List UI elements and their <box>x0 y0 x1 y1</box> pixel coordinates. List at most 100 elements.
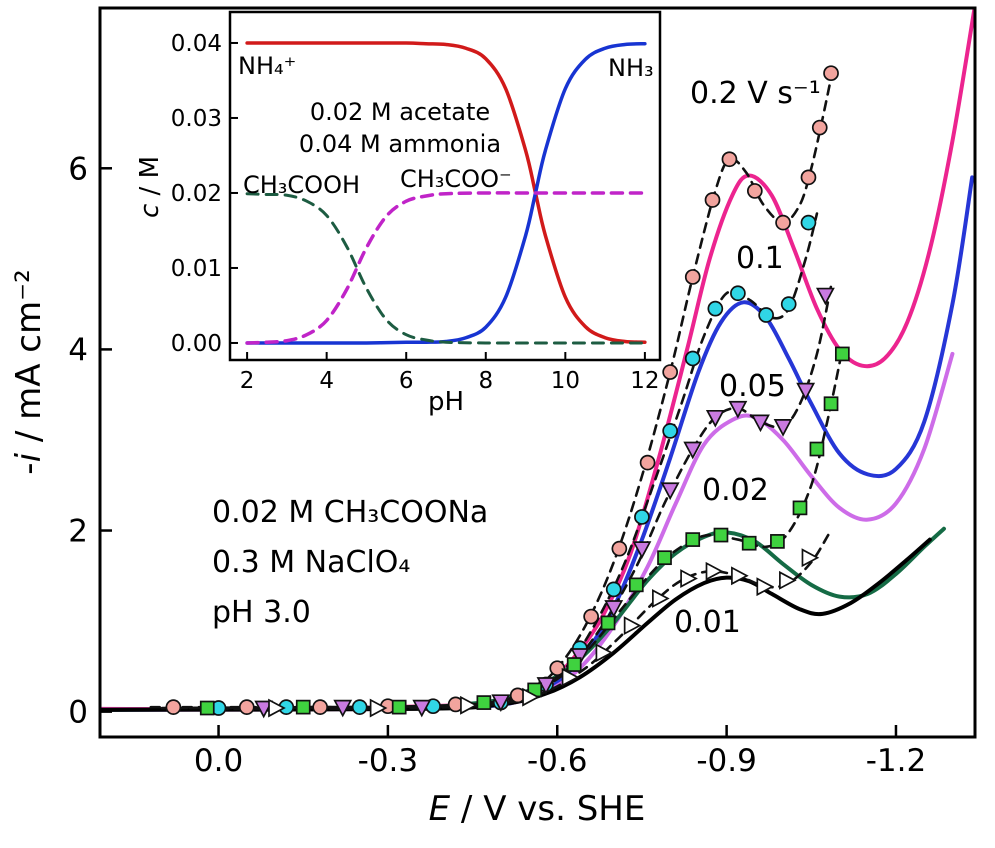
marker-triangle-right-exp-0-01Vs <box>705 561 724 581</box>
inset-y-tick-label: 0.00 <box>171 331 222 357</box>
main-x-tick-label: 0.0 <box>194 743 243 779</box>
marker-triangle-down-exp-0-05Vs <box>815 287 835 306</box>
main-y-tick-label: 2 <box>68 514 88 550</box>
marker-triangle-down-exp-0-05Vs <box>333 699 353 718</box>
main-tick-marks <box>100 167 898 737</box>
inset-y-axis-label-symbol: c <box>135 204 165 218</box>
marker-square-exp-0-02Vs <box>199 700 215 716</box>
marker-triangle-down-exp-0-05Vs <box>796 382 816 401</box>
acetate-conc-label: 0.02 M acetate <box>310 98 490 126</box>
main-tick-labels: 0.0 -0.3 -0.6 -0.9 -1.2 0 2 4 6 <box>68 151 926 779</box>
marker-circle-exp-0-2Vs <box>312 699 329 715</box>
main-y-tick-label: 0 <box>68 695 88 731</box>
marker-circle-exp-0-1Vs <box>780 296 797 312</box>
marker-circle-exp-0-2Vs <box>775 214 791 231</box>
marker-circle-exp-0-2Vs <box>611 540 628 557</box>
marker-triangle-down-exp-0-05Vs <box>570 648 590 666</box>
main-x-axis-label-units: / V vs. SHE <box>450 789 645 829</box>
marker-square-exp-0-02Vs <box>834 346 850 362</box>
marker-triangle-right-exp-0-01Vs <box>680 569 698 588</box>
marker-triangle-right-exp-0-01Vs <box>623 616 642 636</box>
marker-circle-exp-0-2Vs <box>639 454 656 471</box>
marker-circle-exp-0-2Vs <box>684 269 701 285</box>
inset-y-tick-label: 0.02 <box>171 181 222 207</box>
marker-triangle-right-exp-0-01Vs <box>731 566 749 586</box>
marker-square-exp-0-02Vs <box>792 500 808 516</box>
inset-tick-marks <box>230 41 646 360</box>
series-line-nh4-curve <box>245 41 647 344</box>
marker-circle-exp-0-2Vs <box>721 151 738 168</box>
marker-triangle-down-exp-0-05Vs <box>604 600 624 618</box>
marker-square-exp-0-02Vs <box>809 441 825 457</box>
main-x-axis-label: E / V vs. SHE <box>429 789 646 829</box>
main-y-axis-label-units: / mA cm⁻² <box>9 269 49 453</box>
marker-square-exp-0-02Vs <box>476 695 492 710</box>
series-line-acetate-ion-curve <box>245 191 647 345</box>
main-y-axis-label-symbol: i <box>9 452 49 462</box>
inset-x-tick-label: 4 <box>319 368 334 394</box>
electrolyte-line-1: 0.02 M CH₃COONa <box>212 495 488 530</box>
scan-rate-label-0-01: 0.01 <box>674 605 741 640</box>
inset-plot-frame <box>228 10 662 362</box>
inset-x-tick-label: 6 <box>399 368 414 394</box>
marker-square-exp-0-02Vs <box>600 615 616 631</box>
marker-triangle-right-exp-0-01Vs <box>652 589 670 608</box>
marker-circle-exp-0-1Vs <box>634 509 650 525</box>
inset-plot-background <box>230 12 660 360</box>
marker-square-exp-0-02Vs <box>628 577 644 593</box>
inset-y-axis-label: c / M <box>135 156 165 218</box>
main-x-tick-label: -0.3 <box>358 743 419 779</box>
marker-triangle-down-exp-0-05Vs <box>254 700 274 719</box>
marker-triangle-down-exp-0-05Vs <box>773 419 793 437</box>
marker-square-exp-0-02Vs <box>685 532 701 547</box>
main-x-tick-label: -1.2 <box>866 743 927 779</box>
main-series-markers <box>165 65 850 719</box>
marker-circle-exp-0-1Vs <box>800 214 817 231</box>
marker-triangle-right-exp-0-01Vs <box>522 687 540 707</box>
nh4-label: NH₄⁺ <box>238 52 296 80</box>
marker-triangle-down-exp-0-05Vs <box>751 414 770 433</box>
inset-y-tick-label: 0.04 <box>171 31 222 57</box>
main-y-axis-label-minus: - <box>9 462 49 474</box>
marker-square-exp-0-02Vs <box>391 699 407 715</box>
marker-circle-exp-0-2Vs <box>823 65 839 82</box>
marker-square-exp-0-02Vs <box>295 699 311 715</box>
marker-circle-exp-0-1Vs <box>707 300 724 317</box>
marker-circle-exp-0-2Vs <box>800 169 817 186</box>
acetate-ion-label: CH₃COO⁻ <box>400 165 512 193</box>
series-line-acetic-acid-curve <box>245 192 647 345</box>
marker-circle-exp-0-1Vs <box>684 350 701 367</box>
inset-y-axis-label-units: / M <box>135 156 165 204</box>
scan-rate-label-0-02: 0.02 <box>702 473 769 508</box>
marker-triangle-right-exp-0-01Vs <box>779 570 797 590</box>
marker-circle-exp-0-1Vs <box>730 285 746 302</box>
marker-circle-exp-0-1Vs <box>351 699 368 715</box>
main-y-tick-label: 6 <box>68 151 88 187</box>
marker-circle-exp-0-1Vs <box>605 581 622 598</box>
marker-circle-exp-0-2Vs <box>549 660 566 677</box>
inset-speciation-plot: 2 4 6 8 10 12 0.00 0.01 0.02 0.03 0.04 NH₄⁺ NH₃ 0.02 … <box>171 10 662 394</box>
marker-circle-exp-0-2Vs <box>746 183 763 199</box>
inset-y-tick-label: 0.01 <box>171 256 222 282</box>
main-y-tick-label: 4 <box>68 332 88 368</box>
marker-square-exp-0-02Vs <box>566 657 582 672</box>
marker-square-exp-0-02Vs <box>823 396 839 412</box>
series-line-exp-0-05Vs <box>189 284 833 710</box>
inset-y-tick-label: 0.03 <box>171 106 222 132</box>
scan-rate-label-0-1: 0.1 <box>736 241 784 276</box>
inset-x-axis-label: pH <box>428 387 464 417</box>
marker-triangle-right-exp-0-01Vs <box>369 698 388 718</box>
scan-rate-label-0-2: 0.2 V s⁻¹ <box>690 76 821 111</box>
marker-square-exp-0-02Vs <box>657 550 672 566</box>
marker-triangle-right-exp-0-01Vs <box>801 548 820 568</box>
main-y-axis-label: -i / mA cm⁻² <box>9 269 49 474</box>
marker-triangle-right-exp-0-01Vs <box>595 643 614 663</box>
marker-circle-exp-0-2Vs <box>583 608 599 625</box>
main-x-axis-label-symbol: E <box>429 789 451 829</box>
nh3-label: NH₃ <box>608 54 654 82</box>
electrolyte-line-3: pH 3.0 <box>212 595 311 630</box>
marker-triangle-down-exp-0-05Vs <box>491 694 511 712</box>
